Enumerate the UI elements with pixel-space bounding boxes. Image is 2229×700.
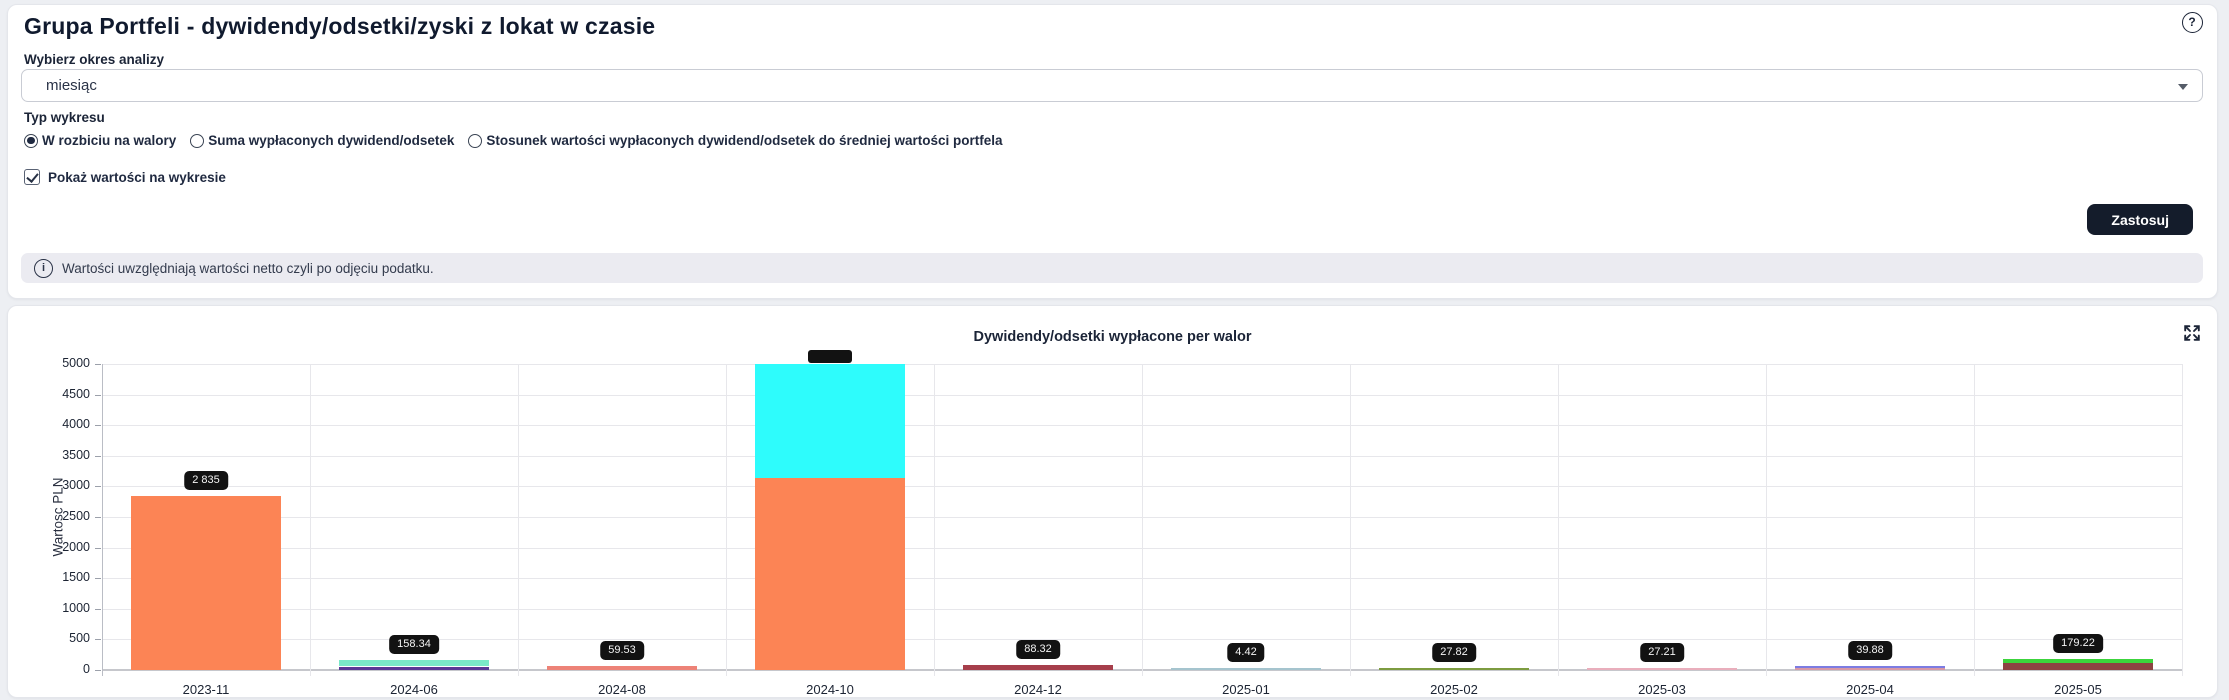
help-button[interactable]: ? — [2181, 11, 2203, 33]
radio-icon — [24, 133, 38, 148]
gridline — [518, 364, 519, 676]
x-axis-label: 2023-11 — [182, 682, 230, 697]
x-axis-label: 2024-12 — [1014, 682, 1062, 697]
bar-value-label: 27.21 — [1640, 643, 1684, 662]
chart-panel: Dywidendy/odsetki wypłacone per walor 0 5… — [7, 305, 2218, 698]
radio-icon — [190, 133, 205, 148]
x-axis-label: 2024-08 — [598, 682, 646, 697]
bar-value-label: 59.53 — [600, 641, 644, 661]
y-tick-label: 2000 — [62, 539, 90, 554]
radio-chart-type-1[interactable]: Suma wypłaconych dywidend/odsetek — [190, 133, 454, 148]
radio-icon — [468, 133, 483, 148]
y-tick-mark — [95, 639, 101, 641]
gridline — [1766, 364, 1767, 676]
bar-value-label: 2 835 — [184, 471, 228, 491]
period-select-value: miesiąc — [46, 77, 97, 94]
info-icon: i — [34, 258, 53, 278]
bar-chart: 0 500 1000 1500 2000 2500 3000 3500 4000 4500 5000… — [8, 306, 2217, 697]
bar-segment-2025-04[interactable] — [1795, 666, 1945, 668]
page-title: Grupa Portfeli - dywidendy/odsetki/zyski… — [24, 13, 656, 39]
fullscreen-button[interactable] — [2181, 322, 2203, 344]
bar-segment-2024-08[interactable] — [547, 666, 697, 670]
y-tick-mark — [95, 608, 101, 610]
x-axis-label: 2024-10 — [806, 682, 854, 697]
y-tick-mark — [95, 670, 101, 671]
y-tick-label: 0 — [83, 662, 90, 676]
radio-label: Stosunek wartości wypłaconych dywidend/o… — [486, 133, 1003, 148]
bar-value-label: 179.22 — [2053, 634, 2103, 654]
x-axis-label: 2024-06 — [390, 682, 438, 697]
bar-segment-2025-01[interactable] — [1171, 668, 1321, 670]
y-tick-label: 1500 — [62, 570, 90, 585]
radio-chart-type-0[interactable]: W rozbiciu na walory — [24, 133, 176, 148]
bar-segment-2025-04[interactable] — [1795, 668, 1945, 670]
bar-value-label — [808, 350, 852, 363]
y-tick-label: 1000 — [62, 600, 90, 615]
fullscreen-expand-icon — [2184, 325, 2200, 341]
gridline — [310, 364, 311, 676]
info-banner-text: Wartości uwzględniają wartości netto czy… — [62, 260, 434, 276]
bar-segment-2025-03[interactable] — [1587, 668, 1737, 670]
bar-value-label: 39.88 — [1848, 641, 1892, 660]
gridline — [1558, 364, 1559, 676]
gridline — [934, 364, 935, 676]
radio-chart-type-2[interactable]: Stosunek wartości wypłaconych dywidend/o… — [468, 133, 1003, 148]
x-axis-label: 2025-01 — [1222, 682, 1270, 697]
y-tick-mark — [95, 394, 101, 396]
gridline — [1974, 364, 1975, 676]
x-axis-label: 2025-04 — [1846, 682, 1894, 697]
filters-panel: Grupa Portfeli - dywidendy/odsetki/zyski… — [7, 4, 2218, 299]
show-values-checkbox[interactable] — [24, 169, 40, 185]
bar-segment-2024-06[interactable] — [339, 660, 489, 667]
bar-value-label: 158.34 — [389, 635, 439, 655]
bar-segment-2023-11[interactable] — [131, 496, 281, 670]
y-tick-label: 3000 — [62, 478, 90, 493]
y-axis-line — [102, 364, 103, 676]
radio-label: W rozbiciu na walory — [42, 133, 177, 148]
bar-segment-2024-10[interactable] — [755, 364, 905, 479]
y-tick-mark — [95, 547, 101, 549]
period-select-label: Wybierz okres analizy — [24, 52, 165, 67]
x-axis-label: 2025-05 — [2054, 682, 2102, 697]
gridline — [1350, 364, 1351, 676]
bar-segment-2025-05[interactable] — [2003, 663, 2153, 670]
y-tick-mark — [95, 364, 101, 365]
y-tick-mark — [95, 578, 101, 580]
gridline — [726, 364, 727, 676]
y-tick-mark — [95, 486, 101, 488]
gridline — [2182, 364, 2183, 676]
x-axis-label: 2025-02 — [1430, 682, 1478, 697]
y-axis-title: Wartosc PLN — [50, 477, 66, 557]
x-axis-label: 2025-03 — [1638, 682, 1686, 697]
y-tick-label: 4000 — [62, 417, 90, 432]
bar-segment-2024-12[interactable] — [963, 664, 1113, 670]
y-tick-label: 3500 — [62, 447, 90, 462]
show-values-label: Pokaż wartości na wykresie — [48, 169, 226, 185]
y-tick-label: 2500 — [62, 509, 90, 523]
bar-value-label: 4.42 — [1227, 643, 1265, 662]
chart-type-radio-group: W rozbiciu na walory Suma wypłaconych dyw… — [24, 133, 1003, 148]
info-banner: i Wartości uwzględniają wartości netto c… — [21, 253, 2203, 283]
bar-segment-2025-02[interactable] — [1379, 668, 1529, 670]
bar-segment-2024-10[interactable] — [755, 478, 905, 670]
y-tick-label: 500 — [69, 631, 90, 646]
bar-segment-2025-05[interactable] — [2003, 659, 2153, 664]
bar-segment-2024-06[interactable] — [339, 666, 489, 670]
chart-title: Dywidendy/odsetki wypłacone per walor — [973, 329, 1252, 345]
y-tick-mark — [95, 455, 101, 457]
y-tick-label: 5000 — [62, 356, 90, 370]
gridline — [1142, 364, 1143, 676]
bar-value-label: 27.82 — [1432, 643, 1476, 662]
chart-type-label: Typ wykresu — [24, 110, 105, 125]
bar-value-label: 88.32 — [1016, 639, 1060, 659]
period-select[interactable]: miesiąc — [21, 69, 2203, 102]
show-values-checkbox-row[interactable]: Pokaż wartości na wykresie — [24, 169, 226, 185]
radio-label: Suma wypłaconych dywidend/odsetek — [208, 133, 455, 148]
apply-button[interactable]: Zastosuj — [2087, 204, 2193, 235]
y-tick-label: 4500 — [62, 386, 90, 401]
y-tick-mark — [95, 517, 101, 518]
y-tick-mark — [95, 425, 101, 427]
help-icon: ? — [2181, 11, 2203, 33]
chevron-down-icon — [2178, 84, 2188, 90]
